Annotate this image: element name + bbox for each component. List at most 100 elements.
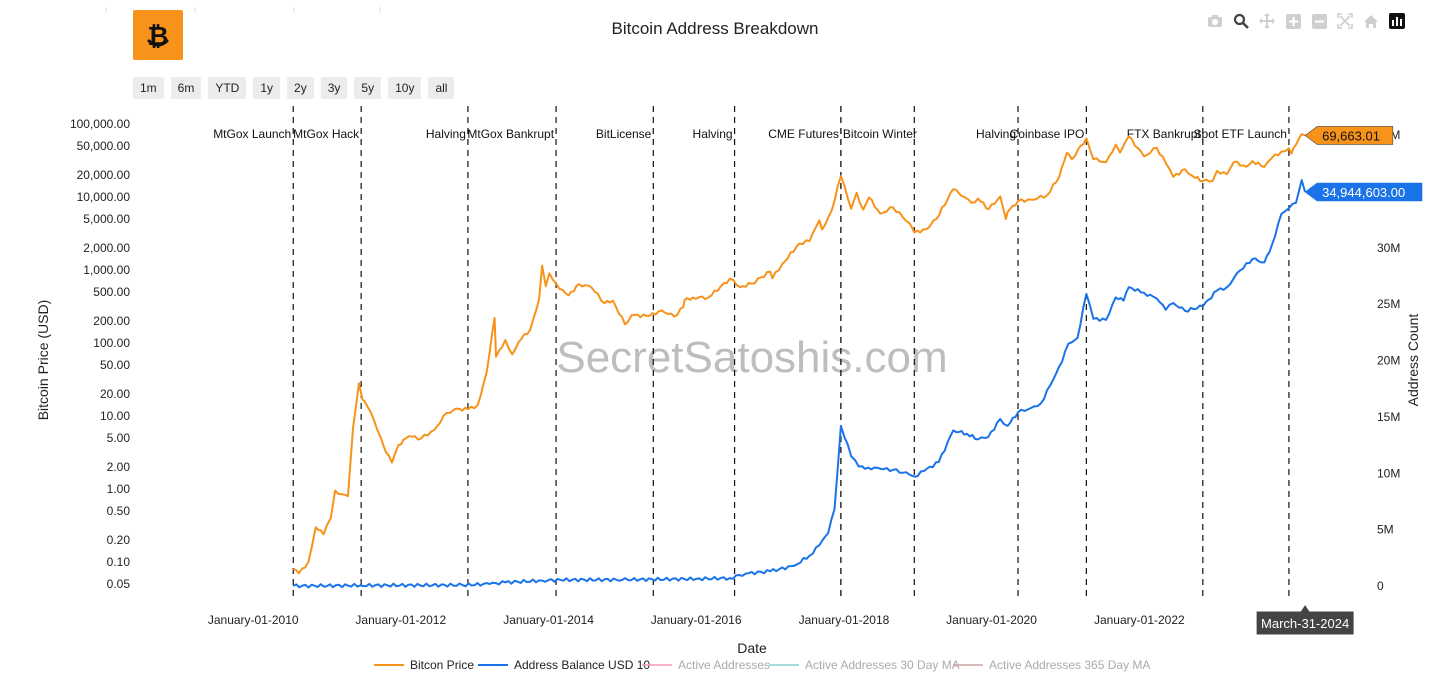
event-label: MtGox Launch xyxy=(213,127,291,141)
y-left-tick-label: 10,000.00 xyxy=(77,190,131,204)
range-button-ytd[interactable]: YTD xyxy=(208,77,247,99)
y-left-tick-label: 20,000.00 xyxy=(77,168,131,182)
event-label: Halving xyxy=(426,127,466,141)
legend-item-active-addresses[interactable]: Active Addresses xyxy=(642,658,770,672)
y-left-tick-label: 0.20 xyxy=(107,533,131,547)
watermark-text: SecretSatoshis.com xyxy=(556,333,947,382)
range-button-all[interactable]: all xyxy=(428,77,455,99)
event-label: CME Futures xyxy=(768,127,839,141)
y-left-tick-label: 5.00 xyxy=(107,431,131,445)
legend-label: Address Balance USD 10 xyxy=(514,658,651,672)
last-value-label-text: 69,663.01 xyxy=(1322,128,1380,143)
last-value-label-box xyxy=(1304,182,1423,202)
y-left-tick-label: 1.00 xyxy=(107,482,131,496)
y-left-tick-label: 50.00 xyxy=(100,358,130,372)
x-axis-title: Date xyxy=(737,640,767,656)
y-left-tick-label: 0.10 xyxy=(107,555,131,569)
y-right-tick-label: 5M xyxy=(1377,523,1394,537)
legend-item-address-balance[interactable]: Address Balance USD 10 xyxy=(478,658,650,672)
event-label: MtGox Bankrupt xyxy=(467,127,554,141)
y-left-tick-label: 200.00 xyxy=(93,314,130,328)
top-tab-strip xyxy=(0,0,1456,13)
autoscale-icon[interactable] xyxy=(1335,11,1355,31)
y-left-tick-label: 50,000.00 xyxy=(77,139,131,153)
y-left-tick-label: 0.50 xyxy=(107,504,131,518)
range-button-10y[interactable]: 10y xyxy=(388,77,422,99)
series-line-bitcoin-price xyxy=(292,133,1306,575)
x-tick-label: January-01-2018 xyxy=(799,613,890,627)
legend-swatch xyxy=(953,664,983,666)
event-label: Halving xyxy=(976,127,1016,141)
event-label: Halving xyxy=(693,127,733,141)
event-label: Coinbase IPO xyxy=(1010,127,1085,141)
range-button-2y[interactable]: 2y xyxy=(287,77,314,99)
y-right-tick-label: 15M xyxy=(1377,410,1400,424)
range-button-1m[interactable]: 1m xyxy=(133,77,164,99)
y-right-axis-title: Address Count xyxy=(1405,314,1421,407)
chart-toolbar xyxy=(1205,10,1407,32)
y-left-tick-label: 2,000.00 xyxy=(83,241,130,255)
y-right-tick-label: 30M xyxy=(1377,241,1400,255)
y-left-tick-label: 100,000.00 xyxy=(70,117,130,131)
zoom-out-icon[interactable] xyxy=(1309,11,1329,31)
pan-icon[interactable] xyxy=(1257,11,1277,31)
legend-item-bitcoin-price[interactable]: Bitcon Price xyxy=(374,658,474,672)
bitcoin-logo-icon: ₿ xyxy=(133,10,183,60)
y-right-tick-label: 10M xyxy=(1377,466,1400,480)
range-button-5y[interactable]: 5y xyxy=(354,77,382,99)
tab-dividers xyxy=(105,7,381,13)
x-tick-label: January-01-2014 xyxy=(503,613,594,627)
y-left-tick-label: 1,000.00 xyxy=(83,263,130,277)
x-tick-label: January-01-2012 xyxy=(355,613,446,627)
legend-item-active-addresses-365d-ma[interactable]: Active Addresses 365 Day MA xyxy=(953,658,1150,672)
x-tick-label: January-01-2010 xyxy=(208,613,299,627)
y-left-tick-label: 500.00 xyxy=(93,285,130,299)
x-tick-label: January-01-2020 xyxy=(946,613,1037,627)
legend-item-active-addresses-30d-ma[interactable]: Active Addresses 30 Day MA xyxy=(769,658,960,672)
chart-legend: Bitcon Price Address Balance USD 10 Acti… xyxy=(0,658,1456,676)
event-label: Spot ETF Launch xyxy=(1194,127,1287,141)
last-value-label-text: 34,944,603.00 xyxy=(1322,185,1405,200)
range-button-6m[interactable]: 6m xyxy=(170,77,202,99)
zoom-icon[interactable] xyxy=(1231,11,1251,31)
last-value-label-address: 34,944,603.00 xyxy=(1304,182,1423,202)
range-selector: 1m 6m YTD 1y 2y 3y 5y 10y all xyxy=(133,77,455,99)
legend-swatch xyxy=(478,664,508,666)
y-left-tick-label: 10.00 xyxy=(100,409,130,423)
y-right-tick-label: 20M xyxy=(1377,354,1400,368)
range-button-3y[interactable]: 3y xyxy=(320,77,348,99)
last-value-label-price: 69,663.01 xyxy=(1304,126,1394,145)
chart-title: Bitcoin Address Breakdown xyxy=(611,19,819,38)
last-value-label-box xyxy=(1304,126,1394,145)
hover-date-box xyxy=(1256,605,1354,635)
event-label: FTX Bankrupt xyxy=(1127,127,1202,141)
legend-label: Active Addresses xyxy=(678,658,771,672)
legend-swatch xyxy=(374,664,404,666)
x-tick-label: January-01-2022 xyxy=(1094,613,1185,627)
y-left-tick-label: 5,000.00 xyxy=(83,212,130,226)
legend-swatch xyxy=(642,664,672,666)
y-left-tick-label: 20.00 xyxy=(100,387,130,401)
event-label: MtGox Hack xyxy=(293,127,360,141)
legend-swatch xyxy=(769,664,799,666)
event-label: Bitcoin Winter xyxy=(843,127,917,141)
camera-icon[interactable] xyxy=(1205,11,1225,31)
legend-label: Active Addresses 365 Day MA xyxy=(989,658,1151,672)
y-left-tick-label: 2.00 xyxy=(107,460,131,474)
y-left-tick-label: 0.05 xyxy=(107,577,131,591)
y-left-axis-title: Bitcoin Price (USD) xyxy=(35,300,51,421)
legend-label: Active Addresses 30 Day MA xyxy=(805,658,960,672)
hover-date-label: March-31-2024 xyxy=(1256,605,1354,635)
series-line-address-balance xyxy=(292,179,1307,589)
zoom-in-icon[interactable] xyxy=(1283,11,1303,31)
hover-date-text: March-31-2024 xyxy=(1261,616,1349,631)
y-right-tick-label: 0 xyxy=(1377,579,1384,593)
legend-label: Bitcon Price xyxy=(410,658,475,672)
range-button-1y[interactable]: 1y xyxy=(253,77,281,99)
plotly-logo-icon[interactable] xyxy=(1387,11,1407,31)
y-right-tick-label: 25M xyxy=(1377,297,1400,311)
x-tick-label: January-01-2016 xyxy=(651,613,742,627)
event-label: BitLicense xyxy=(596,127,652,141)
reset-axes-icon[interactable] xyxy=(1361,11,1381,31)
